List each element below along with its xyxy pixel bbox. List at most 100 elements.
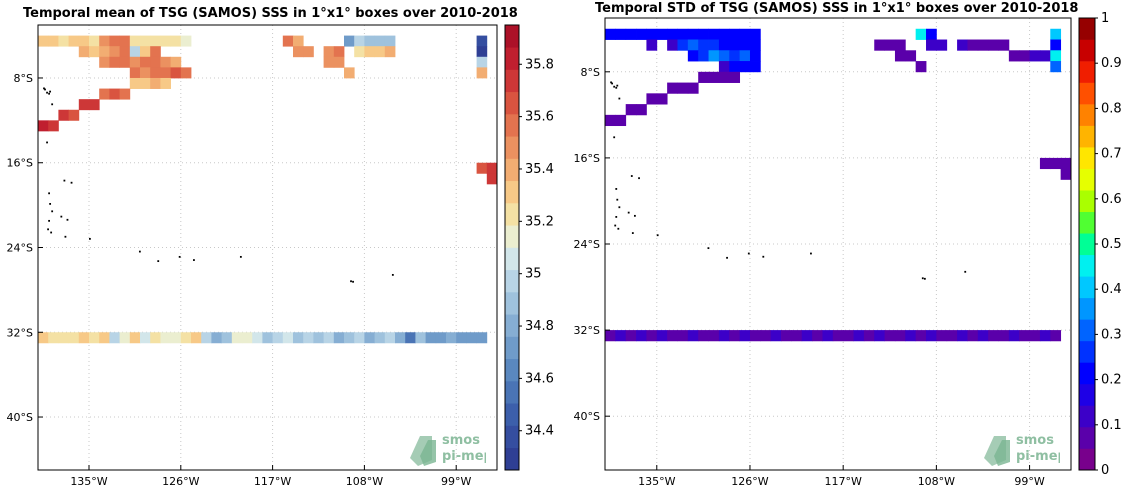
data-cell [988,39,999,51]
data-cell [170,35,182,47]
data-cell [476,162,488,174]
island-marker [964,270,967,273]
colorbar-segment [1079,383,1095,406]
data-cell [1039,157,1051,170]
data-cell [708,50,720,62]
data-cell [323,332,335,344]
colorbar-segment [505,447,519,471]
logo-line2: pi-mep [442,449,486,464]
data-cell [160,332,171,344]
data-cell [667,82,678,94]
island-marker [726,256,728,259]
island-marker [618,97,621,100]
lon-tick-label: 126°W [731,475,768,488]
data-cell [625,330,637,342]
data-cell [170,332,182,344]
data-cell [303,332,314,344]
colorbar-segment [505,269,519,293]
smos-pi-mep-logo: smos pi-mep [406,428,493,472]
data-cell [129,35,141,47]
data-cell [801,330,813,342]
colorbar-tick-label: 0.5 [1101,237,1122,252]
data-cell [729,28,741,40]
data-cell [354,332,365,344]
data-cell [905,330,917,342]
right-panel: Temporal STD of TSG (SAMOS) SSS in 1°x1°… [563,0,1127,488]
data-cell [170,56,182,68]
island-marker [618,206,621,209]
data-cell [333,332,345,344]
island-marker [49,203,52,205]
lon-tick-label: 135°W [70,475,107,488]
colorbar-tick-label: 1 [1101,11,1109,26]
data-cell [140,332,151,344]
data-cell [435,332,447,344]
colorbar-tick-label: 35.2 [525,214,554,229]
lon-tick-label: 135°W [638,475,675,488]
data-cell [729,71,741,83]
lat-tick-label: 40°S [574,410,600,423]
colorbar-segment [1079,61,1095,83]
data-cell [201,332,212,344]
data-cell [78,332,90,344]
data-cell [78,46,90,58]
colorbar-segment [505,158,519,182]
data-cell [140,67,151,79]
data-cell [739,39,751,51]
data-cell [1050,50,1062,62]
colorbar-segment [1079,362,1095,385]
colorbar-tick-label: 35.6 [525,110,554,125]
colorbar-tick-label: 0.9 [1101,56,1122,71]
colorbar-segment [1079,190,1095,213]
data-cell [364,46,375,58]
lat-tick-label: 8°S [581,66,600,79]
panel-title: Temporal mean of TSG (SAMOS) SSS in 1°x1… [23,6,518,21]
island-marker [616,84,619,87]
data-cell [180,67,192,79]
data-cell [38,120,49,132]
island-marker [610,81,612,84]
data-cell [476,56,488,68]
island-marker [391,273,394,276]
island-marker [66,218,69,221]
data-cell [191,332,202,344]
data-cell [99,46,110,58]
colorbar-segment [505,336,519,360]
data-cell [625,28,637,40]
data-cell [656,93,668,105]
lon-tick-label: 108°W [346,475,383,488]
colorbar-segment [1079,426,1095,449]
data-cell [221,332,233,344]
data-cell [718,50,730,62]
island-marker [63,179,66,182]
data-cell [1019,330,1030,342]
island-marker [614,224,617,227]
data-cell [78,35,90,47]
data-cell [38,35,49,47]
colorbar-segment [1079,319,1095,342]
data-cell [687,39,699,51]
data-cell [687,50,699,62]
data-cell [957,330,968,342]
data-cell [68,332,80,344]
island-marker [762,255,765,258]
island-marker [810,252,812,255]
data-cell [1029,50,1041,62]
data-cell [874,39,885,51]
island-marker [615,188,618,190]
data-cell [656,28,668,40]
colorbar-segment [1079,276,1095,299]
data-cell [293,332,304,344]
data-cell [718,28,730,40]
colorbar-frame [504,24,520,471]
data-cell [698,28,709,40]
data-cell [832,330,844,342]
logo-line1: smos [1016,433,1054,448]
island-marker [157,260,160,263]
data-cell [384,46,396,58]
colorbar-segment [505,381,519,404]
data-cell [140,46,151,58]
data-cell [667,28,678,40]
colorbar-segment [1079,405,1095,428]
data-cell [425,332,437,344]
